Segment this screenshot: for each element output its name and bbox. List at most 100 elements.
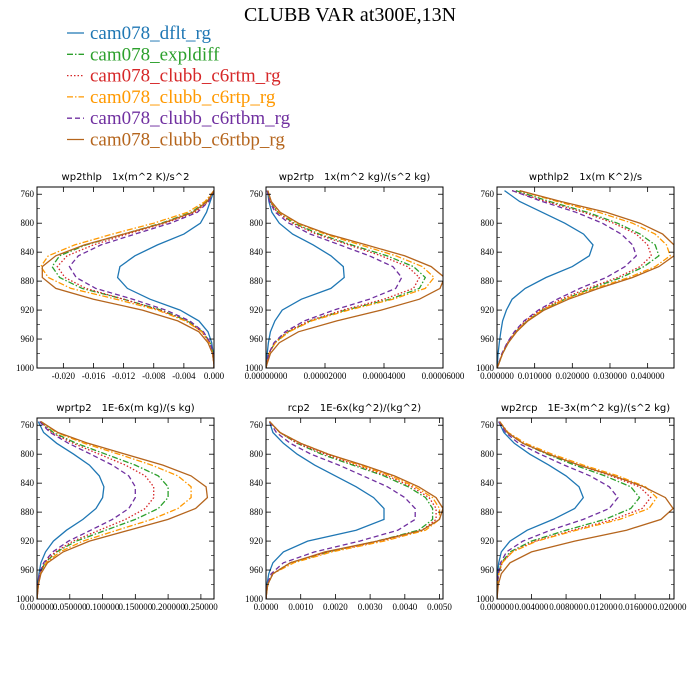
x-tick-label: 0.008000 (549, 602, 583, 612)
series-line-cam078_clubb_c6rtp_rg (37, 421, 192, 599)
x-tick-label: 0.00002000 (304, 371, 347, 381)
y-tick-label: 920 (250, 305, 264, 315)
y-tick-label: 760 (21, 420, 35, 430)
series-line-cam078_expldiff (266, 421, 434, 599)
y-tick-label: 920 (21, 536, 35, 546)
x-tick-label: 0.004000 (515, 602, 549, 612)
series-line-cam078_clubb_c6rtbm_rg (266, 190, 403, 368)
y-tick-label: 920 (21, 305, 35, 315)
panel-variable: wpthlp2 (529, 172, 569, 183)
x-tick-label: 0.010000 (518, 371, 552, 381)
series-line-cam078_dflt_rg (37, 421, 105, 599)
y-tick-label: 920 (250, 536, 264, 546)
y-tick-label: 960 (21, 565, 35, 575)
series-line-cam078_clubb_c6rtbp_rg (37, 421, 209, 599)
chart-panel-wp2thlp: wp2thlp 1x(m^2 K)/s^2 760 800 840 880 920 960 10… (16, 172, 225, 381)
x-tick-label: 0.050000 (53, 602, 87, 612)
series-line-cam078_clubb_c6rtm_rg (37, 421, 155, 599)
panel-title: wprtp2 1E-6x(m kg)/(s kg) (56, 403, 195, 414)
y-tick-label: 880 (250, 507, 264, 517)
panel-title: wp2rtp 1x(m^2 kg)/(s^2 kg) (279, 172, 431, 183)
y-tick-label: 880 (481, 507, 495, 517)
legend-label: cam078_dflt_rg (90, 23, 212, 44)
x-tick-label: 0.020000 (653, 602, 687, 612)
series-line-cam078_clubb_c6rtbp_rg (266, 190, 443, 368)
x-tick-label: 0.150000 (118, 602, 152, 612)
y-tick-label: 840 (481, 247, 495, 257)
x-tick-label: 0.0020 (323, 602, 348, 612)
x-tick-label: 0.200000 (151, 602, 185, 612)
panel-title: wp2rcp 1E-3x(m^2 kg)/(s^2 kg) (501, 403, 670, 414)
y-tick-label: 880 (21, 507, 35, 517)
series-line-cam078_clubb_c6rtbm_rg (68, 190, 214, 368)
chart-panel-wprtp2: wprtp2 1E-6x(m kg)/(s kg) 760 800 840 880 920 9… (16, 403, 218, 612)
y-tick-label: 960 (250, 334, 264, 344)
legend-label: cam078_clubb_c6rtp_rg (90, 87, 276, 108)
y-tick-label: 1000 (16, 594, 35, 604)
series-line-cam078_clubb_c6rtm_rg (56, 190, 214, 368)
y-tick-label: 760 (250, 420, 264, 430)
y-tick-label: 960 (481, 334, 495, 344)
chart-panel-wp2rtp: wp2rtp 1x(m^2 kg)/(s^2 kg) 760 800 840 880 920… (245, 172, 465, 381)
x-tick-label: 0.000 (204, 371, 225, 381)
series-line-cam078_dflt_rg (266, 421, 385, 599)
x-tick-label: 0.000000 (480, 602, 514, 612)
legend: cam078_dflt_rgcam078_expldiffcam078_club… (67, 23, 291, 151)
x-tick-label: 0.040000 (631, 371, 665, 381)
y-tick-label: 840 (21, 247, 35, 257)
panel-units: 1E-3x(m^2 kg)/(s^2 kg) (548, 403, 671, 414)
series-line-cam078_clubb_c6rtp_rg (40, 190, 214, 368)
x-tick-label: -0.008 (142, 371, 166, 381)
series-line-cam078_expldiff (497, 189, 660, 368)
panel-variable: wp2thlp (62, 172, 102, 183)
legend-label: cam078_expldiff (90, 44, 220, 65)
series-line-cam078_clubb_c6rtbm_rg (37, 421, 136, 599)
legend-label: cam078_clubb_c6rtbm_rg (90, 108, 291, 129)
series-line-cam078_clubb_c6rtm_rg (497, 421, 652, 599)
series-line-cam078_clubb_c6rtbm_rg (497, 421, 619, 599)
y-tick-label: 920 (481, 536, 495, 546)
x-tick-label: -0.020 (52, 371, 76, 381)
y-tick-label: 760 (250, 189, 264, 199)
x-tick-label: 0.250000 (184, 602, 218, 612)
legend-entry: cam078_clubb_c6rtp_rg (67, 87, 276, 108)
y-tick-label: 920 (481, 305, 495, 315)
y-tick-label: 800 (21, 218, 35, 228)
series-line-cam078_dflt_rg (116, 190, 214, 368)
panel-variable: wprtp2 (56, 403, 91, 414)
series-line-cam078_expldiff (51, 190, 214, 368)
panel-title: wp2thlp 1x(m^2 K)/s^2 (62, 172, 190, 183)
y-tick-label: 880 (21, 276, 35, 286)
plot-frame (36, 417, 215, 600)
series-line-cam078_clubb_c6rtp_rg (266, 421, 441, 599)
x-tick-label: 0.020000 (555, 371, 589, 381)
panel-title: rcp2 1E-6x(kg^2)/(kg^2) (288, 403, 422, 414)
panel-variable: rcp2 (288, 403, 310, 414)
y-tick-label: 800 (250, 449, 264, 459)
panel-units: 1E-6x(kg^2)/(kg^2) (320, 403, 421, 414)
series-line-cam078_clubb_c6rtp_rg (266, 190, 435, 368)
y-tick-label: 960 (21, 334, 35, 344)
x-tick-label: 0.0000 (254, 602, 279, 612)
series-line-cam078_clubb_c6rtp_rg (497, 189, 671, 368)
panel-units: 1x(m^2 kg)/(s^2 kg) (324, 172, 430, 183)
series-line-cam078_clubb_c6rtbp_rg (41, 190, 214, 368)
y-tick-label: 880 (250, 276, 264, 286)
legend-entry: cam078_clubb_c6rtbp_rg (67, 130, 285, 151)
x-tick-label: -0.004 (172, 371, 196, 381)
panel-variable: wp2rtp (279, 172, 314, 183)
y-tick-label: 760 (481, 189, 495, 199)
y-tick-label: 840 (250, 478, 264, 488)
series-line-cam078_expldiff (37, 421, 169, 599)
legend-label: cam078_clubb_c6rtbp_rg (90, 130, 285, 151)
y-tick-label: 760 (21, 189, 35, 199)
chart-panel-wp2rcp: wp2rcp 1E-3x(m^2 kg)/(s^2 kg) 760 800 840 880… (476, 403, 687, 612)
x-tick-label: 0.0010 (288, 602, 313, 612)
x-tick-label: 0.030000 (593, 371, 627, 381)
x-tick-label: -0.016 (82, 371, 106, 381)
plot-frame (265, 417, 444, 600)
legend-label: cam078_clubb_c6rtm_rg (90, 66, 281, 87)
y-tick-label: 800 (21, 449, 35, 459)
x-tick-label: 0.000000 (20, 602, 54, 612)
